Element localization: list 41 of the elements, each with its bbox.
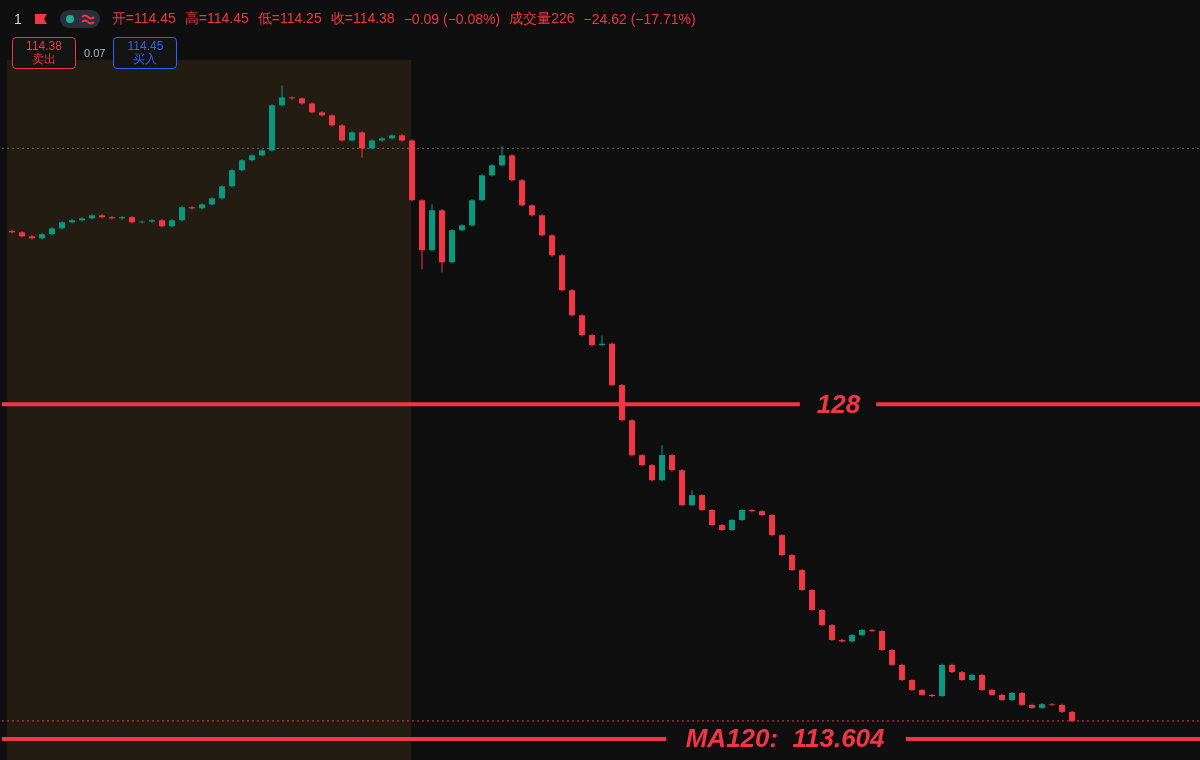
candlestick	[799, 568, 805, 592]
text: 114.45	[127, 39, 164, 53]
candlestick	[869, 628, 875, 633]
candlestick	[539, 213, 545, 238]
candlestick	[89, 213, 95, 221]
candlestick	[69, 218, 75, 224]
y-tick-label: 113.604	[792, 723, 886, 754]
text: 低=114.25	[257, 10, 322, 28]
text: 1	[14, 11, 22, 27]
text: −0.09 (−0.08%)	[403, 11, 501, 27]
candlestick	[199, 202, 205, 211]
candlestick	[499, 145, 505, 168]
candlestick	[99, 213, 105, 219]
text: 收=114.38	[330, 10, 395, 28]
candlestick	[149, 218, 155, 224]
candlestick	[879, 629, 885, 652]
candlestick	[279, 85, 285, 108]
candlestick	[579, 313, 585, 337]
text: 高=114.45	[184, 10, 249, 28]
candlestick	[389, 133, 395, 141]
candlestick	[379, 136, 385, 143]
y-tick-label: 128	[816, 388, 861, 419]
candlestick	[29, 234, 35, 241]
candlestick	[809, 588, 815, 612]
annotation: MA120:	[685, 722, 779, 753]
text: 114.38	[26, 39, 62, 53]
candlestick	[549, 233, 555, 258]
candlestick	[229, 168, 235, 188]
candlestick	[319, 110, 325, 118]
candlestick	[769, 513, 775, 537]
annotation: 买入	[133, 52, 158, 66]
text: 0.07	[84, 47, 106, 59]
candlestick	[289, 95, 295, 101]
candlestick	[779, 533, 785, 557]
text: 开=114.45	[111, 10, 176, 28]
candlestick	[359, 130, 365, 159]
candlestick	[79, 216, 85, 222]
text: −24.62 (−17.71%)	[583, 11, 696, 27]
candlestick	[1049, 702, 1055, 707]
text: 成交量226	[509, 10, 575, 28]
annotation: 卖出	[32, 52, 56, 66]
